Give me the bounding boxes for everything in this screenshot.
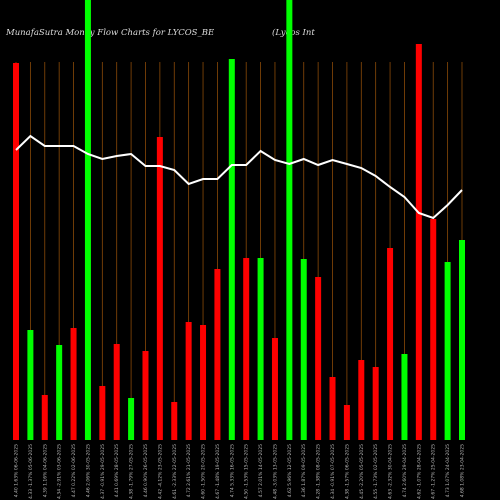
- bar: [430, 219, 437, 440]
- bar: [41, 395, 48, 440]
- bar: [387, 248, 394, 440]
- x-tick-label: 4.38 -1.79% 27-05-2025: [129, 444, 135, 499]
- x-tick-label: 4.63 -2.32% 30-04-2025: [388, 444, 394, 499]
- bar: [99, 386, 106, 440]
- bar: [156, 137, 163, 440]
- bar: [13, 63, 19, 440]
- bar: [214, 269, 221, 440]
- bar: [459, 240, 465, 440]
- x-tick-label: 4.55 -1.73% 02-05-2025: [373, 444, 379, 499]
- bar: [358, 360, 365, 440]
- bar: [27, 330, 34, 440]
- bar: [243, 258, 250, 440]
- bar: [300, 259, 307, 440]
- bar: [444, 262, 451, 440]
- bar: [271, 338, 278, 440]
- x-tick-label: 4.60 -1.50% 20-05-2025: [201, 444, 207, 499]
- bar: [70, 328, 77, 440]
- x-tick-label: 4.48 -3.03% 13-05-2025: [272, 444, 278, 499]
- x-tick-label: 4.67 -1.27% 25-04-2025: [431, 444, 437, 499]
- x-tick-label: 4.46 2.06% 30-05-2025: [85, 444, 91, 497]
- bar: [128, 398, 135, 440]
- bar: [401, 354, 408, 440]
- bar: [315, 277, 322, 440]
- bar: [286, 0, 293, 440]
- bar: [415, 44, 422, 440]
- x-tick-label: 4.41 0.69% 28-05-2025: [114, 444, 120, 497]
- x-tick-label: 4.50 -1.53% 15-05-2025: [244, 444, 250, 499]
- x-tick-label: 4.61 -2.33% 22-05-2025: [172, 444, 178, 499]
- x-tick-label: 4.34 -0.91% 07-05-2025: [330, 444, 336, 499]
- x-tick-label: 4.45 -2.20% 05-05-2025: [359, 444, 365, 499]
- flow-line: [15, 134, 463, 220]
- x-tick-label: 4.39 1.16% 04-06-2025: [42, 444, 48, 497]
- bar: [329, 377, 336, 440]
- x-tick-label: 4.36 1.87% 09-05-2025: [301, 444, 307, 497]
- x-tick-label: 4.72 2.61% 21-05-2025: [186, 444, 192, 497]
- x-tick-label: 4.37 -0.91% 29-05-2025: [100, 444, 106, 499]
- x-tick-label: 4.28 -1.38% 08-05-2025: [316, 444, 322, 499]
- x-tick-label: 4.34 -2.91% 03-06-2025: [57, 444, 63, 499]
- x-tick-label: 4.42 -4.12% 23-05-2025: [157, 444, 163, 499]
- x-tick-label: 4.73 1.07% 24-04-2025: [445, 444, 451, 497]
- bar: [142, 351, 149, 440]
- bar: [257, 258, 264, 440]
- x-tick-label: 4.74 2.60% 29-04-2025: [402, 444, 408, 497]
- chart-title: MunafaSutra Money Flow Charts for LYCOS_…: [5, 28, 215, 38]
- x-tick-label: 4.38 -1.57% 06-05-2025: [344, 444, 350, 499]
- bar: [200, 325, 207, 440]
- bar: [56, 345, 63, 440]
- x-tick-label: 4.67 -1.48% 19-05-2025: [215, 444, 221, 499]
- x-tick-label: 4.33 -1.37% 05-06-2025: [28, 444, 34, 499]
- x-tick-label: 4.62 -1.07% 28-04-2025: [416, 444, 422, 499]
- bar: [171, 402, 178, 440]
- x-tick-label: 4.74 5.33% 16-05-2025: [229, 444, 235, 497]
- x-tick-label: 4.47 0.22% 02-06-2025: [71, 444, 77, 497]
- x-tick-label: 4.62 5.96% 12-05-2025: [287, 444, 293, 497]
- x-tick-label: 4.46 0.90% 26-05-2025: [143, 444, 149, 497]
- bar: [343, 405, 350, 440]
- x-tick-label: 4.68 1.08% 23-04-2025: [460, 444, 466, 497]
- x-tick-label: 4.40 1.63% 06-06-2025: [14, 444, 20, 497]
- bar: [185, 322, 192, 440]
- chart-subtitle: (Lycos Int: [272, 27, 315, 38]
- bar: [113, 344, 120, 440]
- x-tick-label: 4.57 2.01% 14-05-2025: [258, 444, 264, 497]
- bar: [372, 367, 379, 440]
- bar: [84, 0, 91, 440]
- bar: [228, 59, 235, 440]
